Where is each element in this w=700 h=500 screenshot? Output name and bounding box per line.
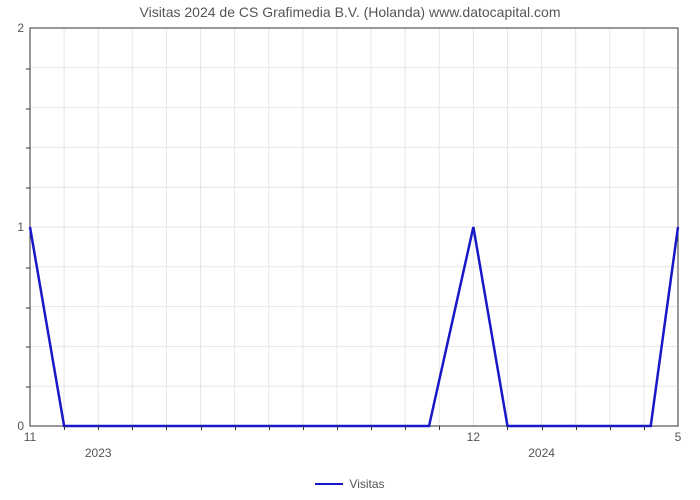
y-axis-minor-tick xyxy=(26,267,30,268)
x-axis-minor-tick xyxy=(439,426,440,430)
x-axis-minor-tick xyxy=(132,426,133,430)
y-axis-minor-tick xyxy=(26,108,30,109)
series-line-visitas xyxy=(30,227,678,426)
legend-swatch xyxy=(315,483,343,485)
x-axis-minor-tick xyxy=(507,426,508,430)
x-axis-year-label: 2024 xyxy=(528,446,555,460)
y-axis-tick-label: 2 xyxy=(17,21,24,35)
x-axis-minor-tick xyxy=(337,426,338,430)
x-axis-minor-tick xyxy=(405,426,406,430)
x-axis-minor-tick xyxy=(542,426,543,430)
plot-svg xyxy=(30,28,678,426)
x-axis-year-label: 2023 xyxy=(85,446,112,460)
chart-container: Visitas 2024 de CS Grafimedia B.V. (Hola… xyxy=(0,0,700,500)
y-axis-minor-tick xyxy=(26,387,30,388)
y-axis-tick-label: 1 xyxy=(17,220,24,234)
y-axis-minor-tick xyxy=(26,188,30,189)
x-axis-minor-tick xyxy=(166,426,167,430)
x-axis-minor-tick xyxy=(303,426,304,430)
legend-label: Visitas xyxy=(349,477,384,491)
x-axis-minor-tick xyxy=(371,426,372,430)
y-axis-minor-tick xyxy=(26,347,30,348)
x-axis-minor-tick xyxy=(64,426,65,430)
x-axis-tick-label: 5 xyxy=(675,430,682,444)
y-axis-minor-tick xyxy=(26,307,30,308)
x-axis-tick-label: 12 xyxy=(467,430,480,444)
legend: Visitas xyxy=(0,476,700,491)
y-axis-minor-tick xyxy=(26,148,30,149)
x-axis-minor-tick xyxy=(576,426,577,430)
x-axis-minor-tick xyxy=(644,426,645,430)
plot-area: 0121112520232024 xyxy=(30,28,678,426)
x-axis-tick-label: 11 xyxy=(24,430,36,444)
x-axis-minor-tick xyxy=(98,426,99,430)
x-axis-minor-tick xyxy=(235,426,236,430)
x-axis-minor-tick xyxy=(269,426,270,430)
y-axis-minor-tick xyxy=(26,68,30,69)
x-axis-minor-tick xyxy=(610,426,611,430)
x-axis-minor-tick xyxy=(201,426,202,430)
chart-title: Visitas 2024 de CS Grafimedia B.V. (Hola… xyxy=(0,4,700,20)
